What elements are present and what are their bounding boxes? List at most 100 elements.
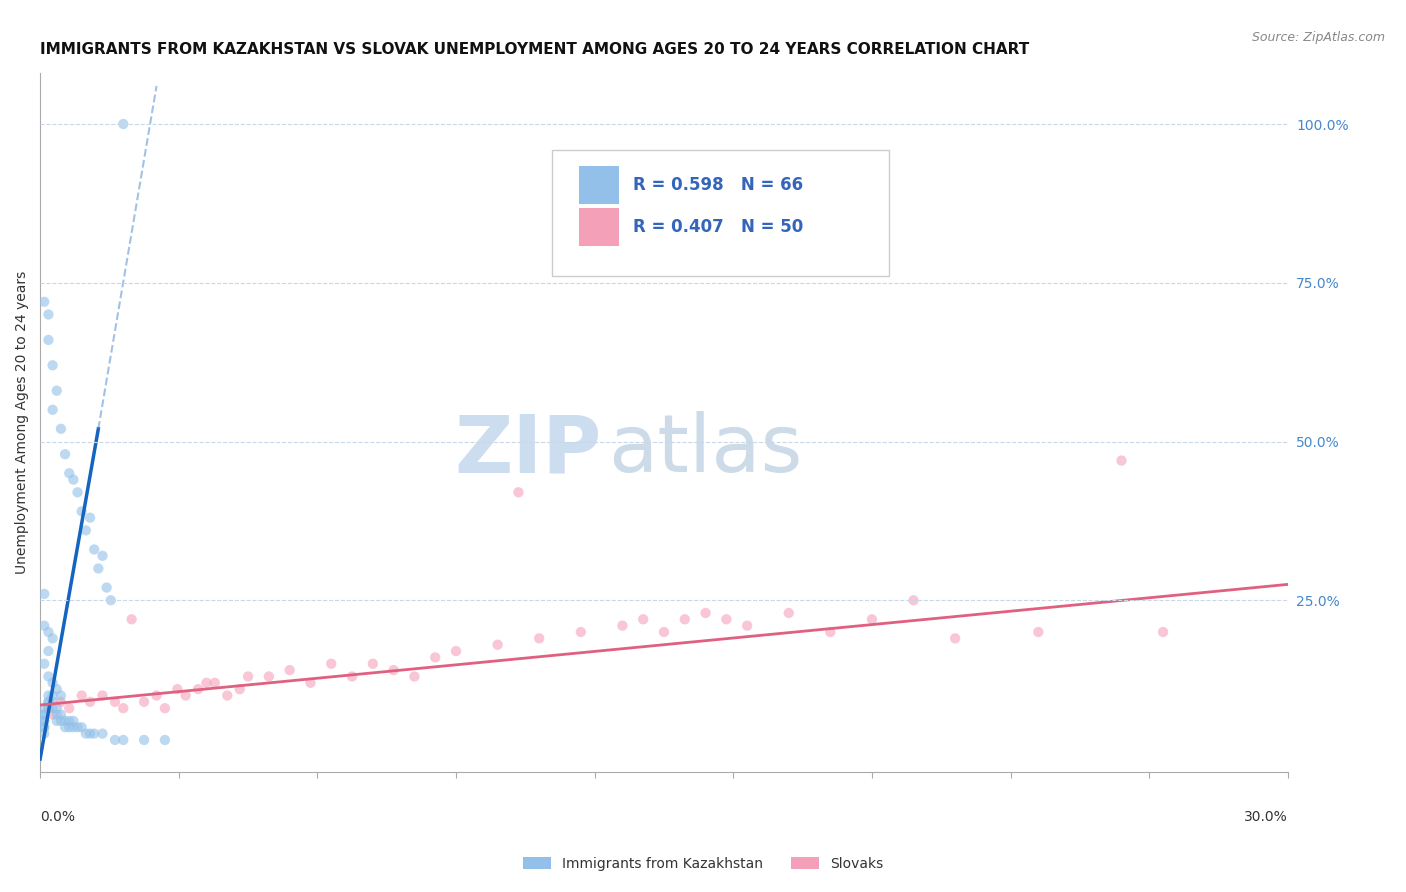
- Point: [83, 542, 105, 557]
- Text: ZIP: ZIP: [454, 411, 602, 490]
- Point: [79, 695, 101, 709]
- Point: [112, 733, 135, 747]
- Point: [37, 333, 59, 347]
- Point: [166, 682, 188, 697]
- Point: [41, 689, 63, 703]
- Point: [195, 675, 218, 690]
- Point: [96, 581, 118, 595]
- Point: [508, 485, 530, 500]
- Point: [70, 504, 93, 518]
- Point: [37, 644, 59, 658]
- Point: [735, 618, 758, 632]
- Point: [145, 689, 167, 703]
- Point: [41, 675, 63, 690]
- Point: [58, 720, 80, 734]
- Point: [41, 695, 63, 709]
- Point: [37, 689, 59, 703]
- Point: [132, 695, 155, 709]
- Text: Source: ZipAtlas.com: Source: ZipAtlas.com: [1251, 31, 1385, 45]
- Point: [37, 308, 59, 322]
- Point: [83, 726, 105, 740]
- Y-axis label: Unemployment Among Ages 20 to 24 years: Unemployment Among Ages 20 to 24 years: [15, 271, 30, 574]
- Point: [32, 720, 55, 734]
- Point: [903, 593, 925, 607]
- Point: [217, 689, 239, 703]
- Point: [153, 701, 176, 715]
- Point: [32, 720, 55, 734]
- Point: [612, 618, 634, 632]
- Text: R = 0.407   N = 50: R = 0.407 N = 50: [633, 218, 803, 235]
- Point: [91, 726, 114, 740]
- Text: 30.0%: 30.0%: [1244, 810, 1288, 824]
- Point: [174, 689, 197, 703]
- Point: [32, 707, 55, 722]
- Point: [49, 714, 72, 728]
- Point: [112, 117, 135, 131]
- Point: [37, 701, 59, 715]
- Point: [75, 726, 97, 740]
- Point: [37, 669, 59, 683]
- Point: [32, 294, 55, 309]
- Text: 0.0%: 0.0%: [41, 810, 75, 824]
- Point: [695, 606, 717, 620]
- Point: [404, 669, 426, 683]
- Text: atlas: atlas: [607, 411, 803, 490]
- Point: [860, 612, 883, 626]
- Point: [37, 701, 59, 715]
- Point: [37, 625, 59, 640]
- Point: [673, 612, 696, 626]
- Point: [121, 612, 143, 626]
- Point: [41, 632, 63, 646]
- Point: [32, 714, 55, 728]
- Point: [32, 587, 55, 601]
- Point: [45, 701, 67, 715]
- Point: [652, 625, 675, 640]
- Point: [104, 695, 127, 709]
- Point: [49, 689, 72, 703]
- Point: [943, 632, 966, 646]
- Point: [778, 606, 800, 620]
- Point: [91, 689, 114, 703]
- Point: [45, 714, 67, 728]
- Point: [444, 644, 467, 658]
- Point: [1152, 625, 1174, 640]
- Point: [112, 701, 135, 715]
- Point: [569, 625, 592, 640]
- Point: [100, 593, 122, 607]
- Point: [340, 669, 363, 683]
- Point: [132, 733, 155, 747]
- Point: [58, 701, 80, 715]
- Point: [41, 359, 63, 373]
- Point: [70, 720, 93, 734]
- Point: [486, 638, 509, 652]
- Point: [382, 663, 405, 677]
- Point: [41, 402, 63, 417]
- Point: [58, 467, 80, 481]
- Legend: Immigrants from Kazakhstan, Slovaks: Immigrants from Kazakhstan, Slovaks: [517, 851, 889, 876]
- Text: IMMIGRANTS FROM KAZAKHSTAN VS SLOVAK UNEMPLOYMENT AMONG AGES 20 TO 24 YEARS CORR: IMMIGRANTS FROM KAZAKHSTAN VS SLOVAK UNE…: [41, 42, 1029, 57]
- Point: [257, 669, 280, 683]
- FancyBboxPatch shape: [551, 150, 889, 276]
- Point: [299, 675, 322, 690]
- Point: [716, 612, 738, 626]
- Point: [820, 625, 842, 640]
- Point: [104, 733, 127, 747]
- Point: [187, 682, 209, 697]
- Point: [529, 632, 551, 646]
- Point: [66, 720, 89, 734]
- Point: [153, 733, 176, 747]
- Point: [425, 650, 447, 665]
- Point: [62, 473, 84, 487]
- Point: [631, 612, 654, 626]
- Point: [53, 720, 76, 734]
- Point: [49, 422, 72, 436]
- Point: [278, 663, 301, 677]
- Point: [1026, 625, 1049, 640]
- Point: [62, 720, 84, 734]
- Point: [41, 707, 63, 722]
- Point: [58, 714, 80, 728]
- Point: [79, 726, 101, 740]
- Point: [70, 689, 93, 703]
- Point: [62, 714, 84, 728]
- Point: [87, 561, 110, 575]
